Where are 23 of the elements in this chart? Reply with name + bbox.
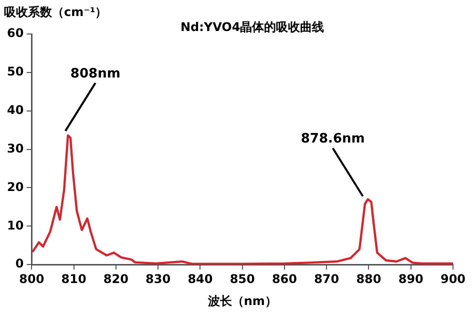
y-tick-label: 30 (6, 141, 24, 156)
x-tick-label: 800 (19, 272, 44, 286)
y-tick-label: 40 (6, 102, 24, 117)
x-tick-label: 820 (103, 272, 128, 286)
x-tick-label: 900 (440, 272, 466, 286)
x-tick-label: 880 (356, 272, 382, 286)
y-tick-label: 10 (6, 218, 24, 232)
y-tick-label: 20 (6, 180, 24, 194)
y-tick-label: 50 (6, 64, 24, 79)
y-tick-label: 0 (15, 256, 24, 271)
chart-title: Nd:YVO4晶体的吸收曲线 (180, 20, 324, 34)
y-axis-title: 吸收系数（cm⁻¹） (4, 5, 108, 20)
x-tick-label: 890 (398, 272, 424, 286)
annotation: 808nm (70, 66, 120, 82)
x-tick-label: 850 (230, 272, 255, 286)
x-tick-label: 840 (188, 272, 213, 286)
x-tick-label: 830 (146, 272, 171, 286)
annotation: 878.6nm (300, 132, 365, 147)
x-tick-label: 810 (61, 272, 86, 286)
x-tick-label: 860 (272, 272, 298, 286)
y-tick-label: 60 (6, 26, 24, 40)
x-axis-title: 波长（nm） (206, 294, 277, 308)
x-tick-label: 870 (314, 272, 340, 286)
